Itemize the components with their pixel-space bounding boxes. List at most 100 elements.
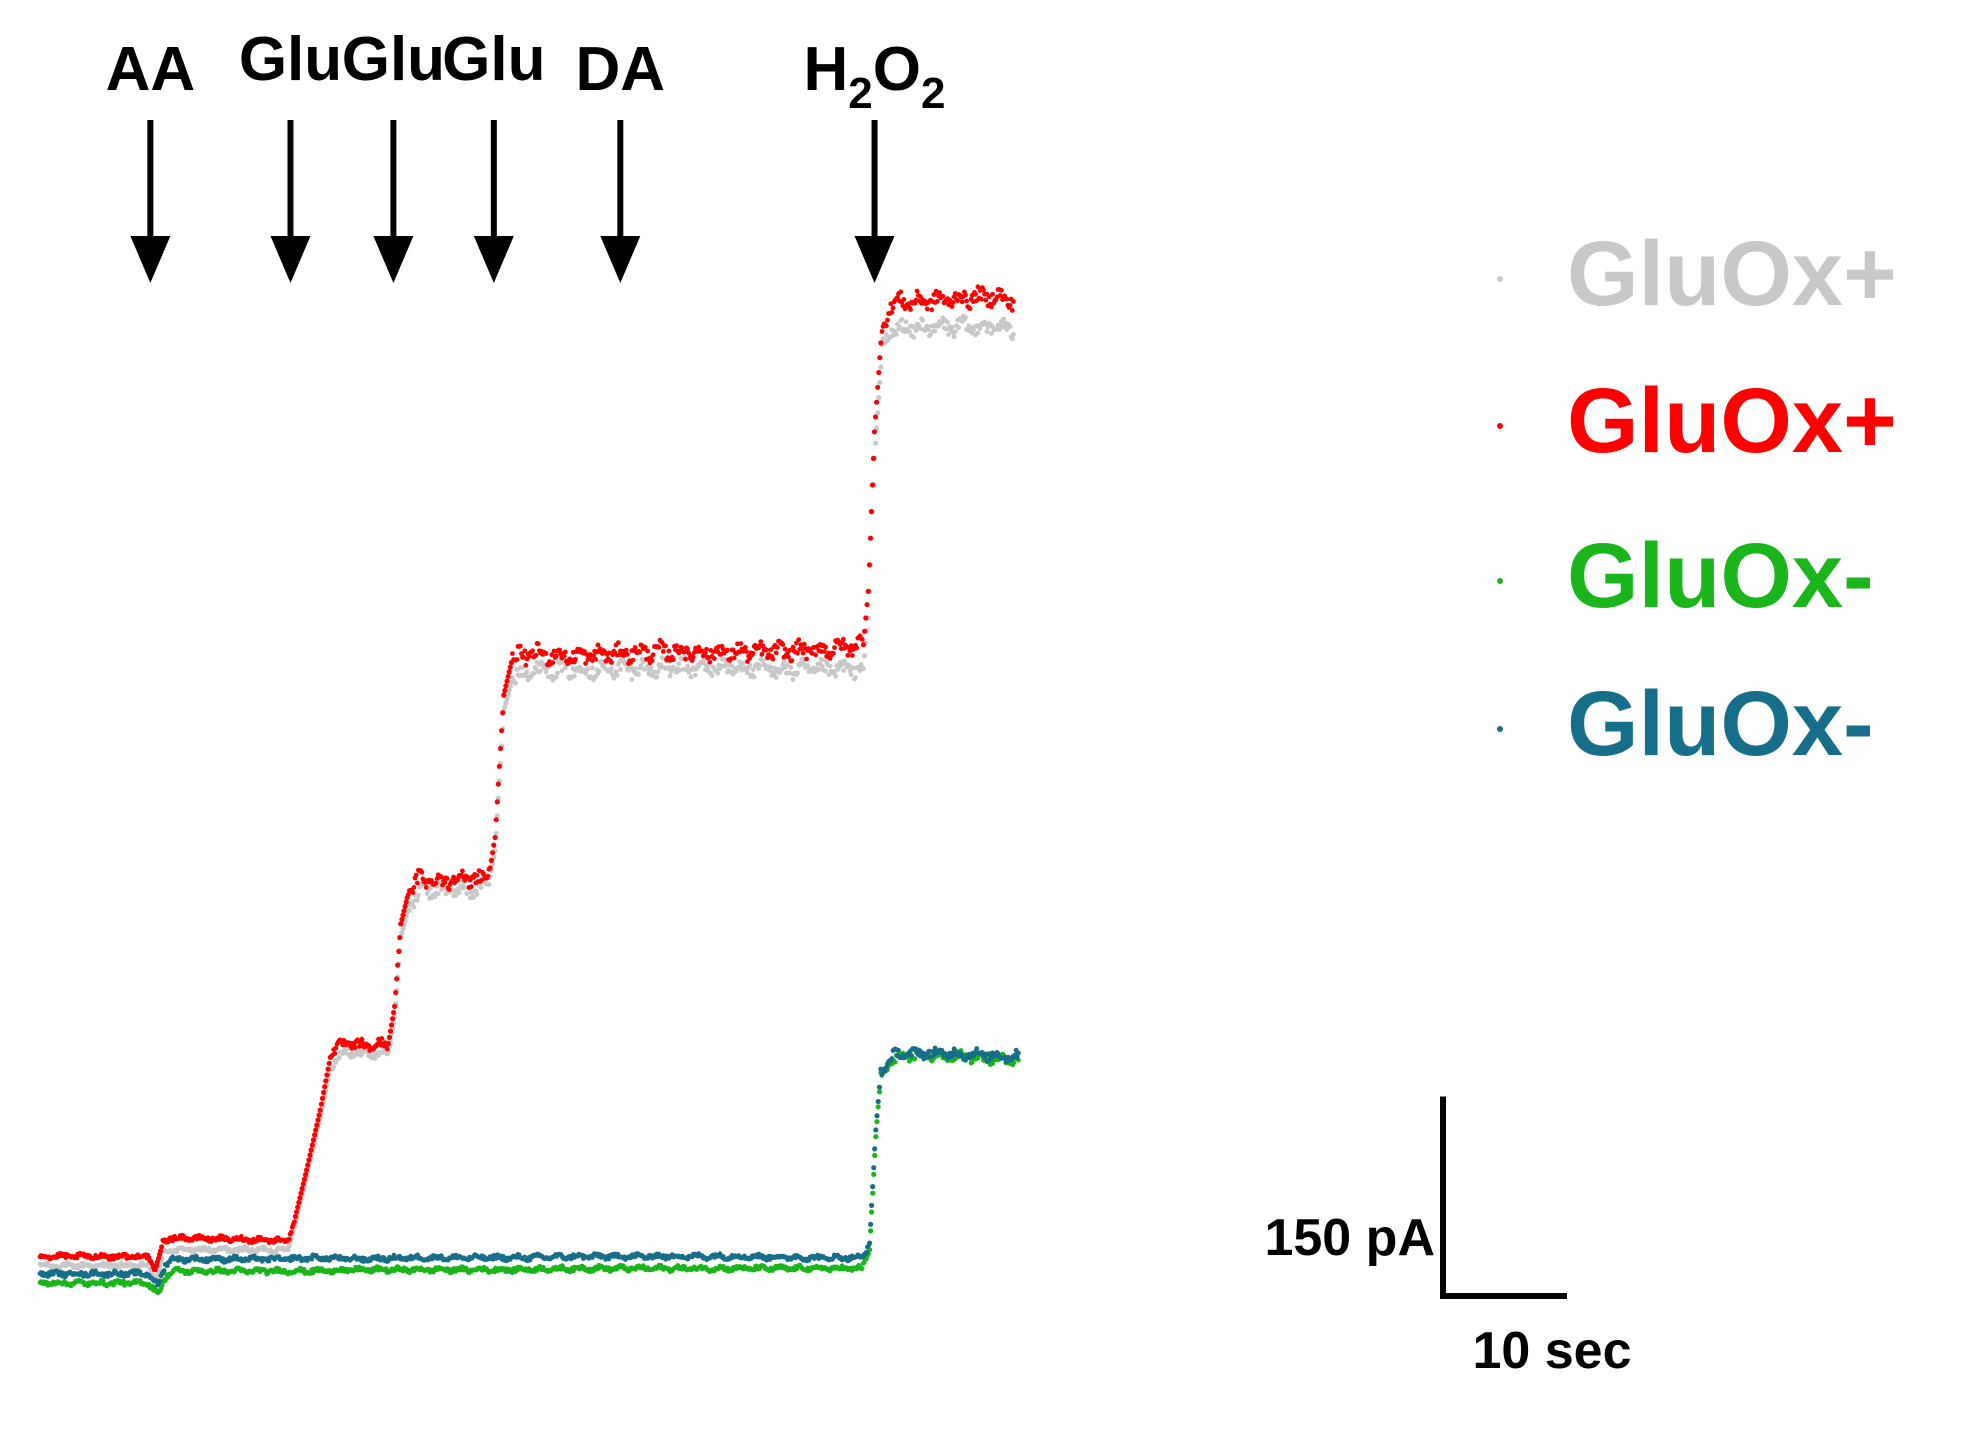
series-2-point xyxy=(510,651,515,656)
series-1-point xyxy=(893,331,899,337)
legend-item-2: GluOx+ xyxy=(1497,370,1897,472)
series-2-point xyxy=(387,1028,394,1034)
series-1-point xyxy=(455,886,461,892)
series-4-point xyxy=(883,1065,889,1070)
series-1-point xyxy=(745,670,750,676)
series-2-point xyxy=(323,1078,329,1084)
series-2-point xyxy=(875,384,881,390)
series-2-point xyxy=(487,865,493,871)
series-2-point xyxy=(914,288,920,294)
series-2-point xyxy=(950,300,956,305)
series-2-point xyxy=(474,872,480,878)
series-4-point xyxy=(1014,1055,1020,1061)
series-1-point xyxy=(473,888,479,894)
series-2-point xyxy=(660,649,666,654)
series-1-point xyxy=(951,334,957,340)
series-1-point xyxy=(907,329,912,335)
series-1-point xyxy=(533,666,539,672)
series-1-point xyxy=(975,330,981,336)
series-2-point xyxy=(871,429,878,435)
series-1-point xyxy=(693,672,698,678)
series-2-point xyxy=(744,649,749,654)
series-2-point xyxy=(444,876,450,881)
series-1-point xyxy=(715,670,720,676)
series-1-point xyxy=(632,666,638,672)
series-2-point xyxy=(731,655,737,661)
series-2-point xyxy=(704,646,709,652)
series-3-point xyxy=(990,1061,995,1067)
series-1-point xyxy=(800,661,806,666)
series-2-point xyxy=(865,588,871,595)
series-2-point xyxy=(656,645,662,650)
series-2-point xyxy=(711,656,717,661)
series-1-point xyxy=(596,668,602,674)
series-4-point xyxy=(864,1249,869,1255)
series-2-point xyxy=(999,287,1004,293)
series-2-point xyxy=(505,673,511,680)
series-1-point xyxy=(493,830,499,836)
series-1-point xyxy=(555,670,560,676)
series-1-point xyxy=(505,691,511,698)
series-2-point xyxy=(929,307,935,313)
series-1-point xyxy=(562,665,568,670)
series-2-point xyxy=(983,297,989,303)
series-1-point xyxy=(399,930,405,936)
series-1-point xyxy=(925,327,931,332)
series-4 xyxy=(37,1045,1021,1288)
series-2-point xyxy=(773,650,779,656)
plot-area xyxy=(37,284,1021,1296)
series-2-point xyxy=(997,293,1003,298)
series-2-point xyxy=(326,1060,332,1066)
series-3-point xyxy=(301,1266,307,1272)
series-2-point xyxy=(937,290,942,295)
series-2-point xyxy=(386,1034,393,1040)
series-2-point xyxy=(500,710,506,716)
series-2-point xyxy=(467,877,473,883)
series-4-point xyxy=(869,1202,875,1208)
series-2-point xyxy=(898,289,904,295)
series-1-point xyxy=(877,379,883,385)
series-2-point xyxy=(878,340,884,346)
series-2-point xyxy=(317,1107,323,1113)
series-2-point xyxy=(519,651,524,656)
series-1-point xyxy=(411,904,417,910)
series-3-point xyxy=(875,1104,881,1110)
series-1-point xyxy=(956,325,962,330)
series-1-point xyxy=(848,672,854,678)
series-2-point xyxy=(304,1167,310,1173)
series-2-point xyxy=(322,1084,328,1090)
series-2-point xyxy=(800,650,806,656)
series-1-point xyxy=(705,665,710,671)
series-3-point xyxy=(101,1278,106,1284)
series-2-point xyxy=(393,990,399,996)
series-2-point xyxy=(770,656,776,662)
series-1-point xyxy=(827,663,833,669)
series-2-point xyxy=(301,1176,307,1182)
legend-marker-4 xyxy=(1497,726,1503,732)
series-2-point xyxy=(352,1045,358,1051)
series-2-point xyxy=(683,656,688,662)
series-1-point xyxy=(722,663,728,669)
series-2-point xyxy=(462,877,468,883)
series-1-point xyxy=(841,668,846,673)
series-1-point xyxy=(876,395,882,401)
series-1-point xyxy=(456,890,462,895)
series-1-point xyxy=(785,662,790,668)
series-2-point xyxy=(955,298,960,304)
series-2-point xyxy=(609,660,614,665)
series-1-point xyxy=(504,696,510,702)
series-1-point xyxy=(331,1064,337,1070)
series-2-point xyxy=(782,646,788,652)
series-2-point xyxy=(795,650,800,656)
series-1-point xyxy=(486,882,492,887)
series-2-point xyxy=(869,482,876,488)
series-2-point xyxy=(841,636,846,642)
series-2-point xyxy=(963,292,968,298)
series-2-point xyxy=(989,304,994,310)
series-2-point xyxy=(1007,303,1013,308)
series-1-point xyxy=(571,673,577,679)
legend: GluOx+ GluOx+ GluOx- GluOx- xyxy=(1497,223,1897,775)
series-1-point xyxy=(636,672,641,677)
series-1-point xyxy=(781,658,787,664)
